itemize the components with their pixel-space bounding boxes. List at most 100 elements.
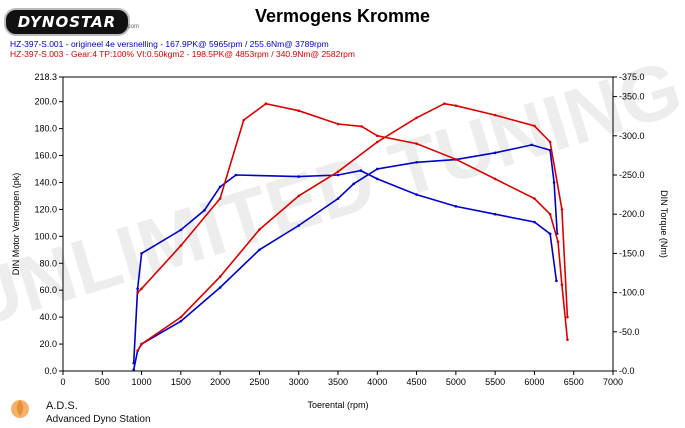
left-tick-label: 20.0	[39, 339, 57, 349]
data-point	[548, 212, 552, 216]
x-tick-label: 4000	[367, 377, 387, 387]
data-point	[336, 170, 340, 173]
data-point	[548, 140, 552, 144]
data-point	[454, 205, 458, 208]
legend-entry-run-1: HZ-397-S.001 - origineel 4e versnelling …	[10, 39, 329, 49]
data-point	[533, 220, 536, 224]
data-point	[132, 368, 136, 371]
footer-subtitle: Advanced Dyno Station	[46, 414, 151, 425]
data-point	[234, 173, 238, 177]
data-point	[179, 244, 183, 247]
data-point	[179, 319, 183, 323]
left-tick-label: 180.0	[34, 124, 57, 134]
left-axis-ticks: 0.0 20.0 40.0 60.0 80.0 100.0 120.0 140.0 160.0 1…	[34, 72, 63, 376]
x-axis-label: Toerental (rpm)	[307, 400, 368, 410]
data-point	[140, 342, 143, 346]
x-tick-label: 3000	[289, 377, 309, 387]
right-axis-ticks: -0.0 -50.0 -100.0 -150.0 -200.0 -250.0 -300.0 -…	[613, 72, 645, 376]
data-point	[415, 160, 418, 164]
series-line-torque-run-2	[137, 102, 569, 340]
left-tick-label: 100.0	[34, 231, 57, 241]
right-tick-label: -200.0	[619, 209, 645, 219]
logo-suffix: .com	[126, 24, 140, 30]
data-point	[258, 248, 261, 252]
left-tick-label: 218.3	[34, 72, 57, 82]
x-tick-label: 4500	[407, 377, 427, 387]
data-point	[140, 252, 143, 255]
x-tick-label: 0	[60, 377, 65, 387]
x-tick-label: 3500	[328, 377, 348, 387]
x-tick-label: 6000	[524, 377, 544, 387]
series-group	[132, 102, 569, 371]
data-point	[375, 177, 379, 181]
series-line-power-run-2	[136, 102, 569, 352]
data-point	[493, 113, 497, 117]
data-point	[560, 283, 564, 287]
x-tick-label: 5500	[485, 377, 505, 387]
data-point	[297, 224, 301, 227]
data-point	[136, 287, 139, 290]
data-point	[566, 315, 569, 319]
data-point	[375, 134, 379, 138]
data-point	[375, 140, 379, 144]
data-point	[359, 169, 363, 172]
data-point	[242, 118, 246, 122]
x-tick-label: 1500	[171, 377, 191, 387]
data-point	[218, 185, 222, 189]
right-tick-label: -0.0	[619, 366, 635, 376]
left-tick-label: 80.0	[39, 258, 57, 268]
data-point	[552, 181, 556, 184]
right-tick-label: -300.0	[619, 131, 645, 141]
chart-title: Vermogens Kromme	[254, 6, 431, 26]
left-tick-label: 40.0	[39, 312, 57, 322]
data-point	[415, 193, 418, 196]
x-axis-ticks: 0 500 1000 1500 2000 2500 3000 3500 4000 4500 5000…	[60, 371, 623, 387]
right-axis-label: DIN Torque (Nm)	[659, 190, 669, 258]
right-tick-label: -150.0	[619, 248, 645, 258]
data-point	[533, 124, 536, 128]
x-tick-label: 2500	[249, 377, 269, 387]
x-tick-label: 500	[95, 377, 110, 387]
data-point	[258, 228, 261, 231]
data-point	[555, 279, 558, 283]
x-tick-label: 1000	[132, 377, 152, 387]
data-point	[140, 287, 143, 290]
data-point	[560, 208, 564, 211]
data-point	[136, 349, 139, 353]
right-tick-label: -375.0	[619, 72, 645, 82]
data-point	[533, 197, 536, 200]
data-point	[297, 175, 301, 178]
legend-entry-run-2: HZ-397-S.003 - Gear:4 TP:100% VI:0.50kgm…	[10, 49, 355, 59]
data-point	[375, 167, 379, 171]
left-tick-label: 60.0	[39, 285, 57, 295]
data-point	[415, 116, 418, 120]
data-point	[136, 291, 139, 294]
data-point	[530, 143, 533, 147]
x-tick-label: 6500	[564, 377, 584, 387]
left-tick-label: 120.0	[34, 204, 57, 214]
data-point	[493, 177, 497, 181]
data-point	[297, 194, 301, 198]
data-point	[218, 286, 222, 289]
right-tick-label: -100.0	[619, 288, 645, 298]
data-point	[179, 228, 183, 232]
right-tick-label: -50.0	[619, 327, 640, 337]
data-point	[548, 232, 552, 236]
data-point	[454, 104, 458, 107]
data-point	[336, 173, 340, 177]
data-point	[360, 125, 363, 128]
x-tick-label: 5000	[446, 377, 466, 387]
data-point	[179, 315, 183, 319]
data-point	[264, 102, 268, 106]
right-tick-label: -350.0	[619, 92, 645, 102]
left-tick-label: 160.0	[34, 151, 57, 161]
ads-flame-icon	[11, 400, 29, 418]
left-axis-label: DIN Motor Vermogen (pk)	[11, 173, 21, 276]
data-point	[218, 275, 222, 279]
footer-brand: A.D.S.	[46, 400, 78, 412]
data-point	[443, 102, 446, 105]
x-tick-label: 2000	[210, 377, 230, 387]
data-point	[566, 338, 569, 341]
data-point	[454, 158, 458, 161]
